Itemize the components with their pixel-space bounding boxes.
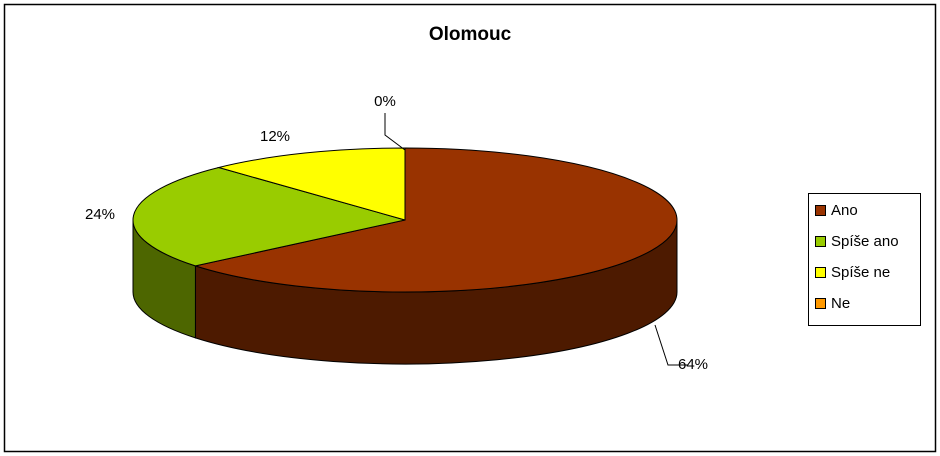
legend-swatch bbox=[815, 298, 826, 309]
chart-title: Olomouc bbox=[429, 24, 512, 45]
leader-line bbox=[384, 113, 406, 151]
legend-label: Ne bbox=[831, 295, 850, 312]
data-label: 64% bbox=[678, 356, 708, 373]
legend-box bbox=[808, 193, 921, 326]
leader-line bbox=[654, 324, 688, 366]
legend-label: Spíše ano bbox=[831, 233, 899, 250]
data-label: 0% bbox=[374, 93, 396, 110]
legend-label: Ano bbox=[831, 202, 858, 219]
pie-slice bbox=[193, 147, 678, 293]
legend-swatch bbox=[815, 267, 826, 278]
pie-slice bbox=[132, 166, 406, 267]
pie-slice bbox=[216, 147, 406, 221]
legend-swatch bbox=[815, 236, 826, 247]
data-label: 12% bbox=[260, 128, 290, 145]
legend-swatch bbox=[815, 205, 826, 216]
legend-label: Spíše ne bbox=[831, 264, 890, 281]
data-label: 24% bbox=[85, 206, 115, 223]
